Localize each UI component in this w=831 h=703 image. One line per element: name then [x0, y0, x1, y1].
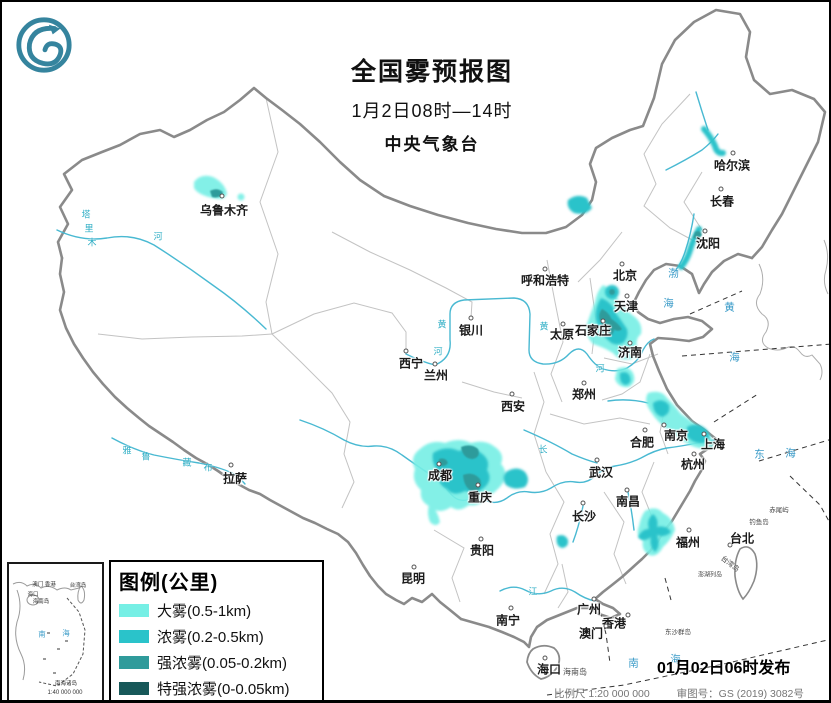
map-title: 全国雾预报图	[350, 58, 513, 86]
legend-label: 浓雾(0.2-0.5km)	[157, 628, 264, 646]
legend-swatch	[119, 655, 149, 669]
legend-rows: 大雾(0.5-1km) 浓雾(0.2-0.5km) 强浓雾(0.05-0.2km) 特…	[111, 597, 322, 700]
coastline-path	[459, 252, 754, 649]
gan-river-path	[627, 491, 635, 531]
legend-swatch	[119, 681, 149, 695]
header: 全国雾预报图 1月2日08时—14时 中央气象台	[312, 52, 552, 155]
fog-medium-layer	[432, 126, 726, 552]
legend-item: 强浓雾(0.05-0.2km)	[111, 649, 322, 675]
border-west-north-path	[56, 8, 827, 260]
border-southwest-path	[58, 256, 463, 621]
yangtze-river-path	[299, 419, 718, 504]
legend-item: 浓雾(0.2-0.5km)	[111, 623, 322, 649]
xiang-river-path	[572, 505, 584, 543]
fog-light-layer	[194, 175, 714, 556]
legend-item: 特强浓雾(0-0.05km)	[111, 675, 322, 700]
map-scale: 比例尺 1:20 000 000	[554, 688, 650, 700]
map-credits: 比例尺 1:20 000 000 审图号：GS (2019) 3082号	[554, 686, 804, 700]
legend-item: 大雾(0.5-1km)	[111, 597, 322, 623]
legend-label: 特强浓雾(0-0.05km)	[157, 680, 290, 698]
pearl-river-path	[499, 586, 596, 602]
hainan-island-path	[526, 644, 561, 680]
cma-logo	[14, 15, 74, 80]
huai-river-path	[607, 399, 649, 404]
province-borders	[97, 93, 703, 609]
maritime-dashed-lines	[546, 290, 829, 696]
nen-river-path	[695, 91, 709, 131]
rivers	[56, 91, 719, 602]
korea-east-coast-path	[823, 239, 829, 295]
cma-logo-icon	[16, 17, 72, 73]
inset-nine-dash-line	[38, 597, 86, 687]
legend-swatch	[119, 629, 149, 643]
review-number: 审图号：GS (2019) 3082号	[676, 688, 804, 700]
tarim-river-path	[56, 229, 267, 330]
yarlung-river-path	[111, 437, 246, 485]
taiwan-island-path	[734, 546, 758, 601]
legend-swatch	[119, 603, 149, 617]
yellow-river-path	[405, 297, 655, 372]
legend-label: 强浓雾(0.05-0.2km)	[157, 654, 288, 672]
forecast-period: 1月2日08时—14时	[351, 101, 513, 121]
legend-title: 图例(公里)	[119, 572, 219, 594]
national-border	[56, 8, 827, 649]
south-china-sea-inset	[7, 562, 104, 700]
foreign-coasts	[756, 239, 829, 381]
korea-coast-path	[756, 263, 823, 381]
agency-name: 中央气象台	[384, 135, 480, 154]
legend-box: 图例(公里) 大雾(0.5-1km) 浓雾(0.2-0.5km) 强浓雾(0.05-…	[109, 560, 324, 700]
publish-time: 01月02日06时发布	[657, 660, 791, 677]
han-river-path	[523, 429, 598, 464]
legend-label: 大雾(0.5-1km)	[157, 602, 252, 620]
inset-map-svg	[12, 581, 86, 687]
